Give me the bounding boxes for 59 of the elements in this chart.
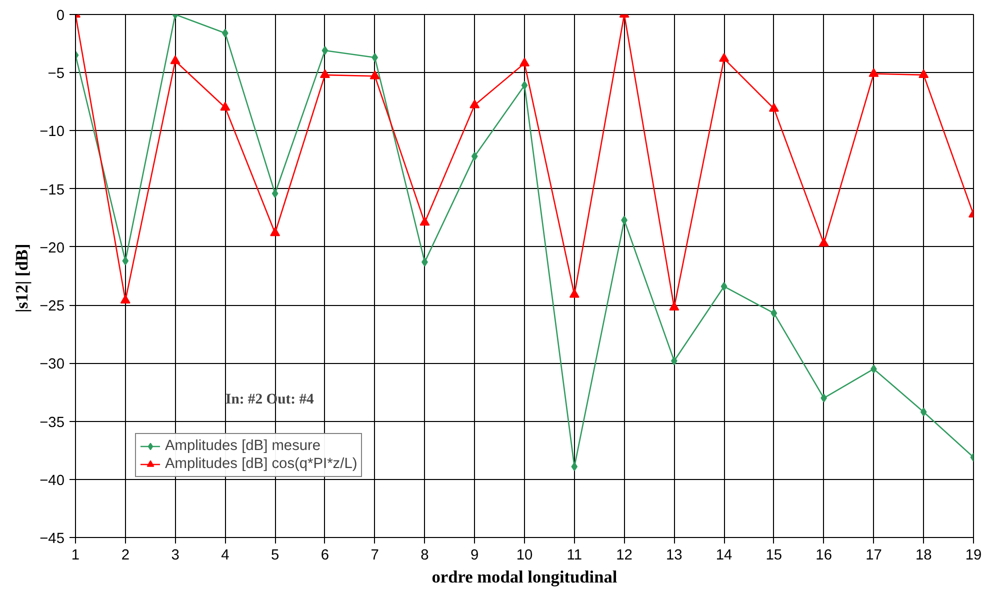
point: [719, 52, 730, 62]
legend-label: Amplitudes [dB] cos(q*PI*z/L): [165, 456, 358, 472]
x-tick-label: 1: [71, 548, 80, 564]
x-tick-label: 6: [320, 548, 330, 564]
point: [220, 102, 230, 111]
point: [370, 70, 380, 80]
point: [920, 407, 927, 416]
point: [320, 69, 330, 78]
point: [720, 282, 728, 291]
x-tick-label: 4: [221, 548, 230, 564]
x-tick-label: 10: [516, 548, 533, 564]
point: [521, 80, 528, 90]
y-tick-label: −10: [40, 124, 65, 140]
x-tick-label: 5: [270, 548, 280, 564]
point: [122, 256, 129, 266]
x-tick-label: 12: [616, 548, 632, 564]
y-tick-label: −20: [40, 240, 65, 256]
point: [571, 462, 578, 472]
point: [322, 46, 328, 56]
point: [270, 227, 280, 236]
point: [818, 238, 829, 247]
point: [768, 102, 779, 112]
point: [569, 288, 580, 298]
x-tick-label: 19: [965, 548, 982, 564]
y-tick-label: −25: [40, 298, 65, 315]
x-axis-title: ordre modal longitudinal: [432, 568, 618, 586]
y-tick-label: −45: [40, 531, 65, 547]
point: [120, 294, 130, 304]
x-tick-label: 18: [915, 548, 932, 564]
x-tick-label: 9: [470, 548, 479, 564]
y-tick-label: −5: [48, 66, 65, 82]
y-tick-label: −15: [40, 182, 65, 198]
y-tick-label: 0: [56, 8, 65, 24]
x-tick-label: 3: [171, 548, 180, 564]
x-tick-label: 16: [816, 548, 832, 564]
x-tick-label: 14: [716, 548, 732, 564]
point: [868, 68, 879, 77]
x-tick-label: 8: [420, 548, 429, 564]
x-tick-label: 2: [121, 548, 130, 564]
legend-label: Amplitudes [dB] mesure: [165, 438, 321, 454]
point: [470, 99, 480, 108]
y-tick-label: −30: [40, 356, 65, 373]
x-tick-label: 15: [766, 548, 782, 564]
y-tick-label: −35: [40, 414, 65, 431]
point: [770, 308, 778, 318]
point: [520, 58, 530, 66]
x-tick-label: 13: [666, 548, 682, 564]
point: [272, 188, 278, 198]
point: [420, 216, 430, 226]
y-tick-label: −40: [40, 472, 65, 489]
point: [170, 55, 180, 64]
x-tick-label: 11: [566, 548, 582, 564]
point: [669, 302, 680, 310]
point: [372, 53, 378, 62]
point: [918, 69, 929, 78]
y-axis-title: |s12| [dB]: [12, 244, 32, 313]
point: [471, 152, 478, 161]
x-tick-label: 17: [866, 548, 882, 564]
x-tick-label: 7: [370, 548, 379, 564]
